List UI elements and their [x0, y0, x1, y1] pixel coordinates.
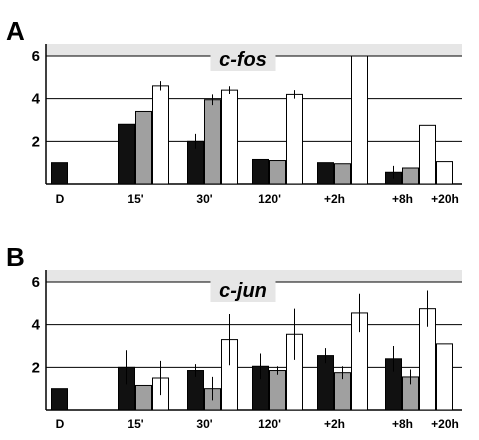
- x-tick-label: 120': [258, 192, 281, 206]
- x-tick-label: +8h: [392, 192, 413, 206]
- x-tick-label: +2h: [324, 192, 345, 206]
- bar: [269, 160, 286, 185]
- y-tick-label: 6: [32, 48, 40, 65]
- bar: [402, 167, 419, 185]
- panel-letter: B: [6, 242, 25, 272]
- chart-title: c-fos: [219, 49, 267, 71]
- bar: [317, 162, 334, 185]
- bar: [135, 110, 152, 185]
- chart-panel-b: B 2 4 6 c-jun D 15' 30' 120' +2h +8h +20h: [6, 242, 462, 431]
- x-tick-label: 15': [127, 192, 143, 206]
- chart-title: c-jun: [219, 280, 267, 302]
- y-tick-label: 4: [32, 317, 41, 334]
- y-tick-label: 6: [32, 274, 40, 291]
- bar: [269, 370, 286, 411]
- chart-title-bg: [210, 49, 276, 71]
- bar: [135, 384, 152, 411]
- bar: [419, 124, 436, 185]
- bar: [334, 163, 351, 185]
- bar: [51, 162, 68, 185]
- bar: [436, 343, 453, 411]
- x-tick-label: +20h: [431, 417, 459, 431]
- bar: [204, 99, 221, 185]
- bar: [351, 55, 368, 185]
- y-tick-label: 2: [32, 133, 40, 150]
- bar: [286, 93, 303, 185]
- y-tick-label: 4: [32, 91, 41, 108]
- plot-header-band: [46, 270, 462, 282]
- bar: [152, 85, 169, 185]
- x-tick-label: 30': [196, 192, 212, 206]
- x-tick-label: +8h: [392, 417, 413, 431]
- chart-panel-a: A 2 4 6 c-fos D 15' 30' 120' +2h +8h +20h: [6, 16, 462, 206]
- y-tick-label: 2: [32, 359, 40, 376]
- bar: [317, 355, 334, 411]
- x-tick-label: 30': [196, 417, 212, 431]
- x-tick-label: 120': [258, 417, 281, 431]
- bar: [221, 89, 238, 185]
- bar: [436, 161, 453, 185]
- x-tick-label: D: [56, 192, 65, 206]
- x-tick-label: D: [56, 417, 65, 431]
- x-tick-label: +20h: [431, 192, 459, 206]
- x-tick-label: 15': [127, 417, 143, 431]
- bar: [51, 388, 68, 411]
- panel-letter: A: [6, 16, 25, 46]
- chart-title-bg: [210, 280, 276, 302]
- bar: [252, 158, 269, 185]
- x-tick-label: +2h: [324, 417, 345, 431]
- bar: [118, 123, 135, 185]
